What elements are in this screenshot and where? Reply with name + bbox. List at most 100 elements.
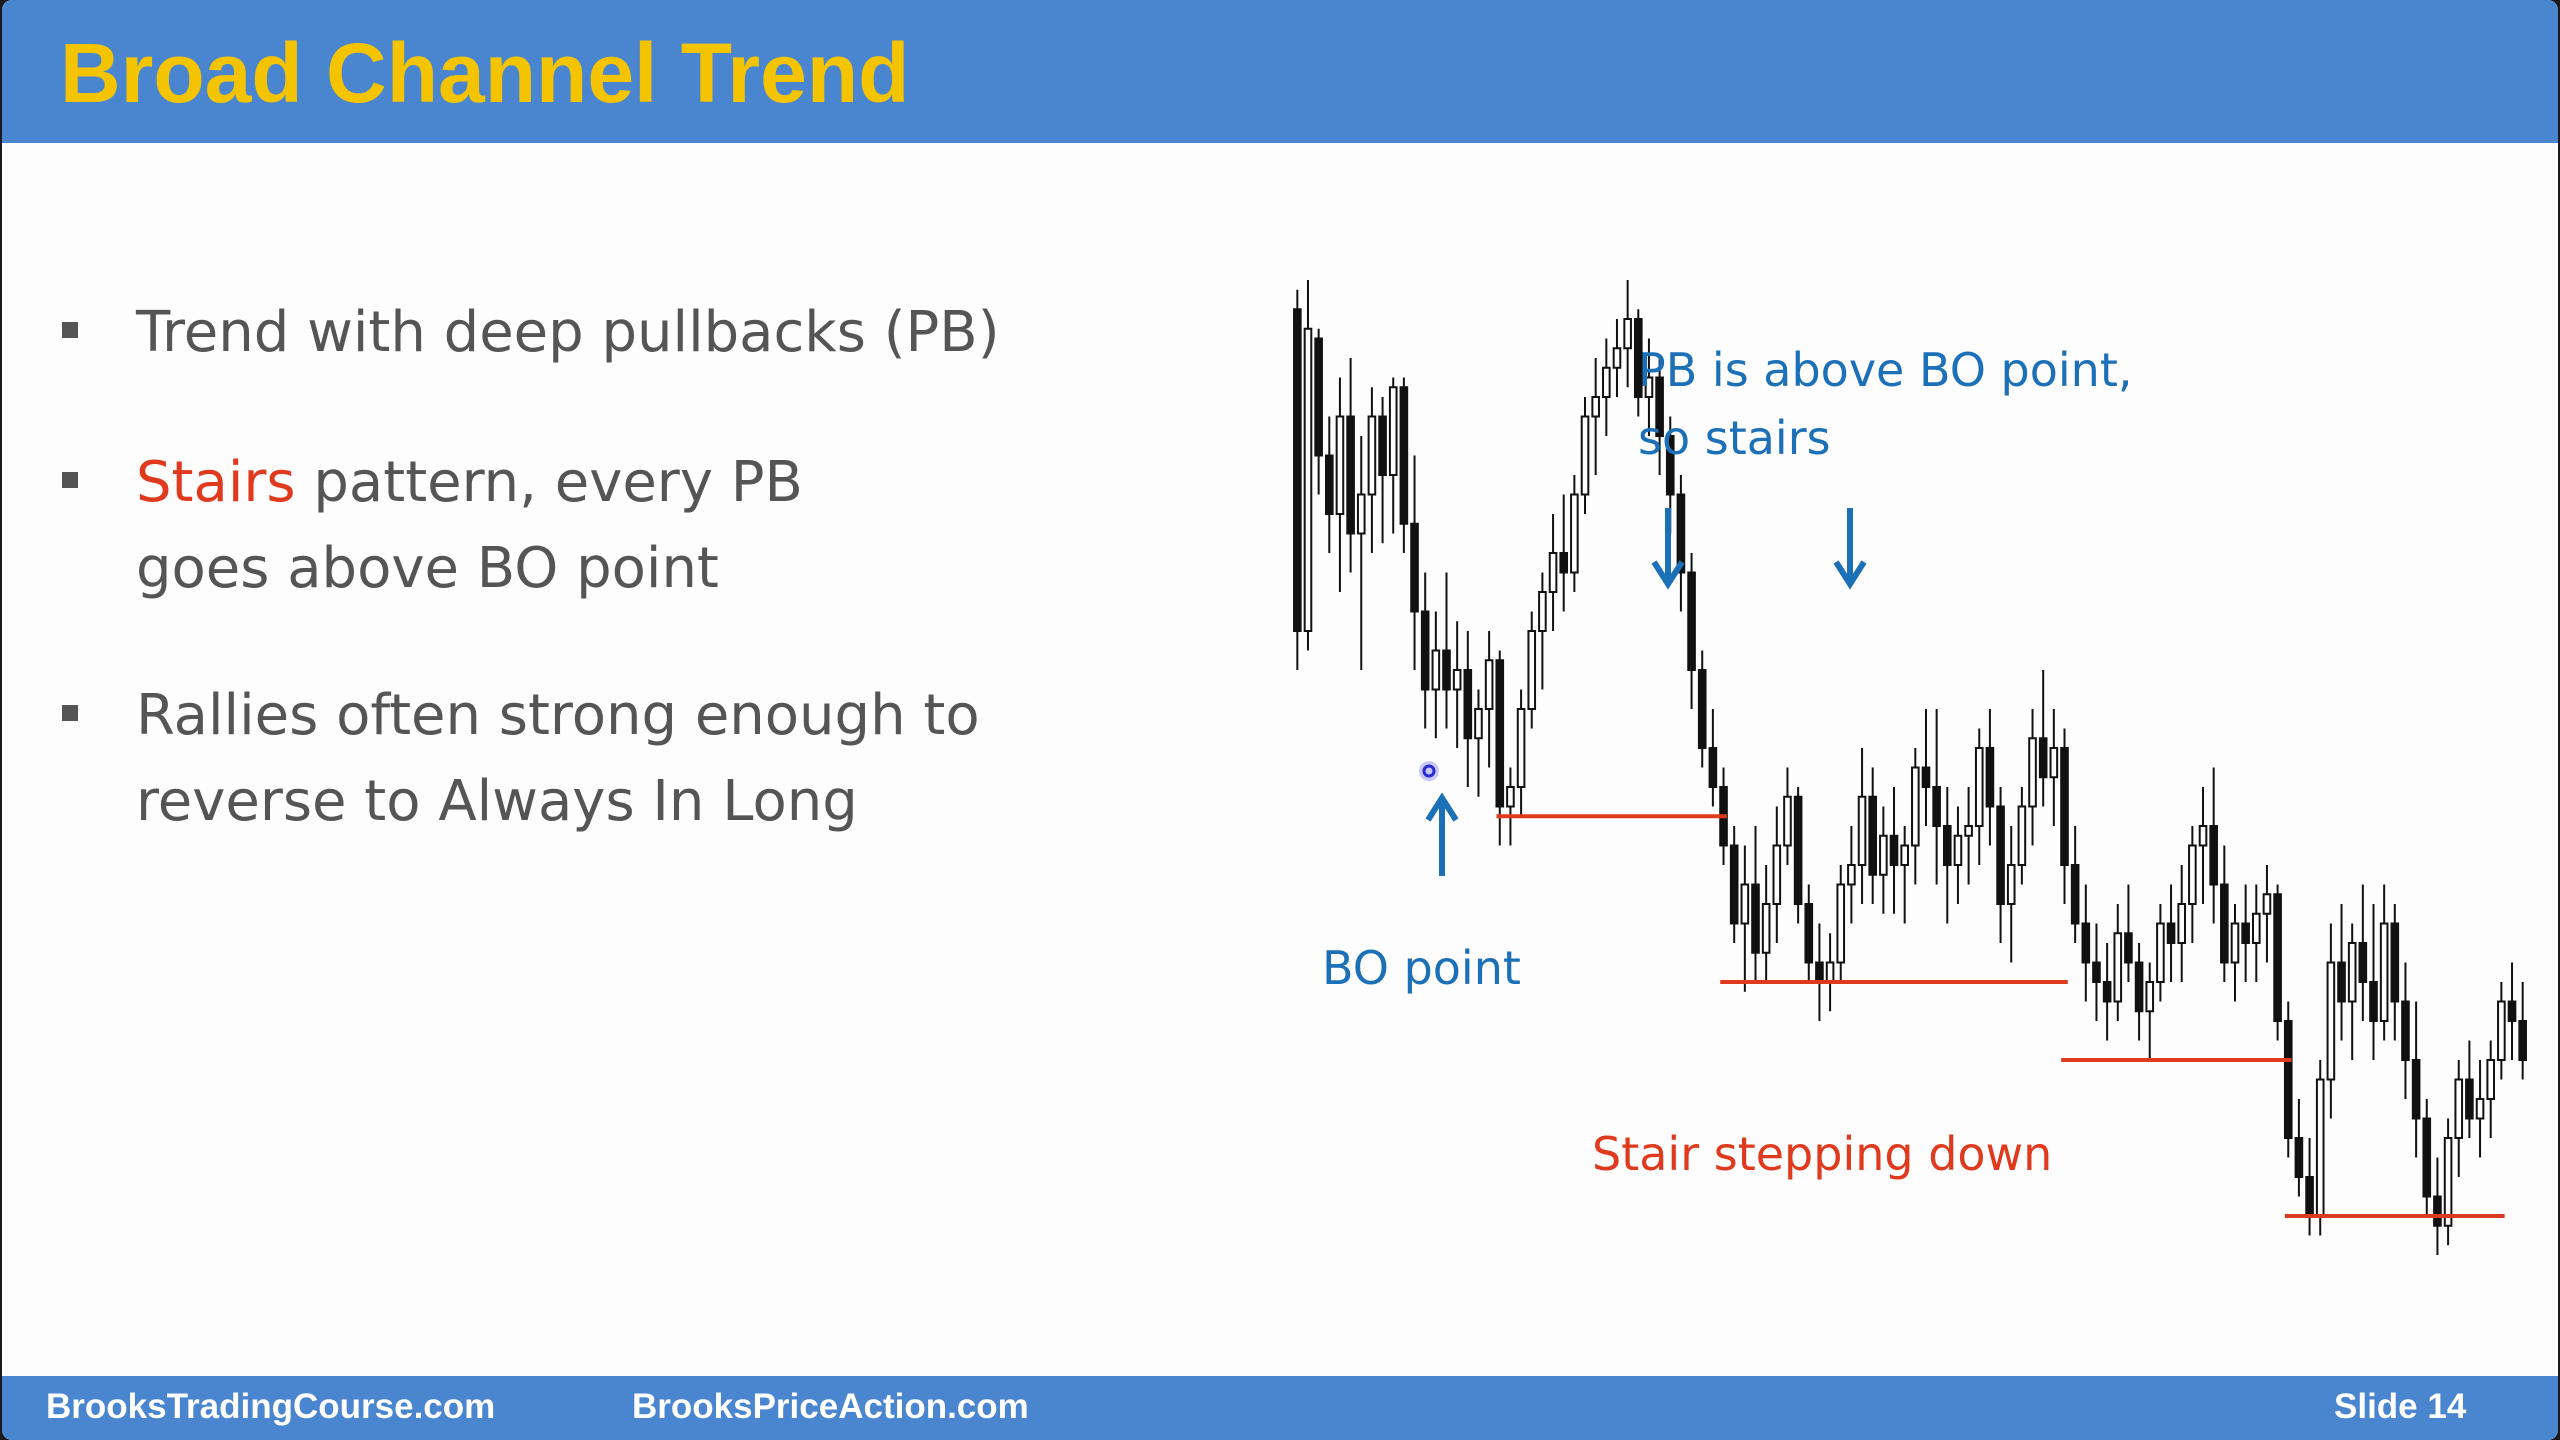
candle [2166,884,2176,982]
candle [2390,904,2400,1041]
candle [1815,923,1824,1021]
candle [2113,904,2123,1021]
candle [1932,709,1941,885]
candle [1324,416,1334,553]
arrows-layer [1419,508,1867,876]
candle [2422,1099,2432,1216]
candle [1452,621,1462,748]
candle [2273,884,2282,1041]
candle [1570,475,1579,592]
candle [2177,865,2187,982]
footer-bar: BrooksTradingCourse.com BrooksPriceActio… [2,1376,2558,1440]
candle [1761,865,1771,982]
down-arrow-icon [1651,508,1685,590]
candle [1793,787,1803,924]
candle [1953,806,1963,904]
candle [1900,826,1909,924]
candle [1527,611,1537,729]
candle [2337,904,2346,1041]
candle [2507,962,2517,1060]
square-bullet-icon [62,705,78,721]
candle [2475,1060,2485,1158]
candle [1548,514,1558,631]
candle [1889,787,1899,914]
candle [2347,923,2357,1060]
square-bullet-icon [62,472,78,488]
candle [1974,728,1984,865]
candle [2465,1040,2474,1138]
candle [2433,1157,2442,1255]
candle [2315,1060,2325,1236]
candle [1783,767,1792,865]
footer-website-course[interactable]: BrooksTradingCourse.com [46,1387,496,1426]
candle [1410,455,1419,670]
candle [1591,358,1600,475]
candle [1538,572,1547,690]
candle [1314,328,1323,495]
bullet-item: Stairs pattern, every PB goes above BO p… [62,440,856,612]
candle [1825,933,1835,1012]
candle [2156,904,2165,1002]
candle [2145,962,2155,1060]
candle [1484,631,1494,768]
candle [1335,377,1345,592]
bullet-text: pattern, every PB goes above BO point [136,450,803,601]
candle [1633,309,1643,417]
candle [2209,767,2218,924]
down-arrow-icon [1833,508,1867,590]
candle [2283,1001,2293,1158]
candle [1964,787,1973,885]
candle [1356,436,1366,670]
candle [2017,787,2027,885]
candle [1516,689,1526,817]
candle [2486,1040,2496,1138]
candle [1293,289,1302,670]
candle [2028,709,2037,846]
candle [1985,709,1995,846]
candle [2220,845,2229,982]
candle [1495,650,1505,846]
candlestick-chart-svg [1293,280,2527,1255]
candle [1729,826,1739,943]
bullet-item: Rallies often strong enough to reverse t… [62,673,996,845]
candle [2369,904,2378,1060]
stair-levels-layer [1496,814,2505,1218]
candle [1868,767,1878,904]
candle [1474,689,1483,797]
candle [1559,494,1569,612]
candle [2038,670,2048,807]
candle [2230,904,2240,1002]
candle [2070,826,2080,943]
footer-website-priceaction[interactable]: BrooksPriceAction.com [632,1387,1029,1426]
stairs-highlight: Stairs [136,450,296,515]
candle [1580,397,1590,514]
candle [1644,338,1654,436]
candle [2411,1001,2421,1158]
candle [2379,884,2389,1041]
slide-title: Broad Channel Trend [60,26,910,120]
candle [1399,377,1409,553]
candle [2251,884,2261,982]
candle [2124,884,2133,982]
cursor-dot-icon [1419,761,1439,781]
candle [1378,397,1387,544]
candle [1506,767,1515,846]
candle [1442,572,1451,729]
candle [2241,884,2250,982]
candle [1420,572,1430,729]
candle [2134,943,2144,1041]
candle [1431,611,1441,739]
candle [1687,553,1696,709]
up-arrow-icon [1425,792,1459,876]
candle [2358,884,2368,1021]
bullet-text: Rallies often strong enough to reverse t… [136,683,980,834]
candle [2454,1060,2464,1177]
candle [2092,923,2101,1021]
candle [1303,280,1313,651]
candle [1996,787,2005,943]
candle [1836,865,1846,982]
candle [2497,982,2506,1080]
candle [1751,826,1760,982]
candle [2326,923,2336,1119]
square-bullet-icon [62,322,78,338]
